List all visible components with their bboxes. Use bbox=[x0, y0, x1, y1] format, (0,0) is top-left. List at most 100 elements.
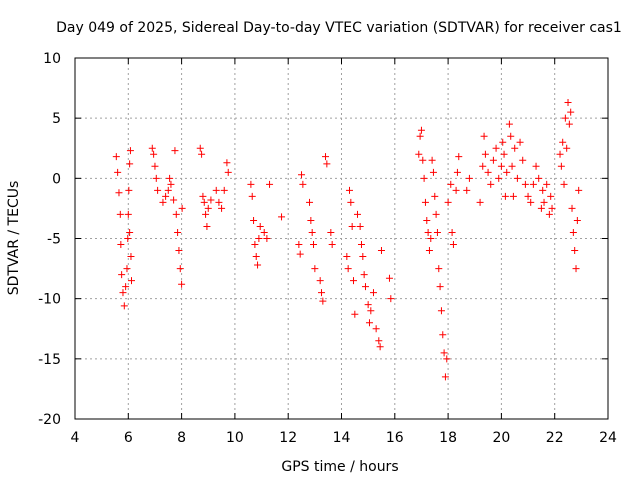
data-point bbox=[369, 289, 377, 297]
data-point bbox=[568, 204, 576, 212]
data-point bbox=[425, 247, 433, 255]
data-point bbox=[377, 247, 385, 255]
data-point bbox=[353, 210, 361, 218]
data-point bbox=[540, 198, 548, 206]
data-point bbox=[547, 192, 555, 200]
data-point bbox=[202, 210, 210, 218]
data-point bbox=[372, 325, 380, 333]
data-point bbox=[171, 147, 179, 155]
data-point bbox=[124, 210, 132, 218]
data-point bbox=[116, 210, 124, 218]
data-point bbox=[527, 198, 535, 206]
data-point bbox=[501, 192, 509, 200]
data-point bbox=[420, 174, 428, 182]
y-axis-title: SDTVAR / TECUs bbox=[6, 181, 22, 296]
data-point bbox=[561, 114, 569, 122]
x-tick-label: 4 bbox=[71, 430, 80, 446]
data-point bbox=[444, 198, 452, 206]
data-point bbox=[428, 156, 436, 164]
data-point bbox=[112, 153, 120, 161]
data-point bbox=[499, 138, 507, 146]
data-point bbox=[440, 349, 448, 357]
data-point bbox=[310, 241, 318, 249]
data-point bbox=[152, 174, 160, 182]
data-point bbox=[447, 180, 455, 188]
data-point bbox=[545, 210, 553, 218]
data-point bbox=[565, 120, 573, 128]
x-tick-label: 12 bbox=[279, 430, 297, 446]
data-point bbox=[248, 192, 256, 200]
data-point bbox=[497, 162, 505, 170]
data-point bbox=[575, 186, 583, 194]
data-point bbox=[349, 277, 357, 285]
data-point bbox=[122, 283, 130, 291]
y-tick-label: 5 bbox=[52, 111, 61, 127]
data-point bbox=[481, 150, 489, 158]
data-point bbox=[571, 247, 579, 255]
data-point bbox=[218, 204, 226, 212]
data-point bbox=[263, 235, 271, 242]
data-point bbox=[178, 280, 186, 288]
data-point bbox=[476, 198, 484, 206]
data-point bbox=[117, 241, 125, 249]
data-point bbox=[118, 271, 126, 279]
data-point bbox=[500, 150, 508, 158]
data-point bbox=[199, 192, 207, 200]
data-point bbox=[126, 147, 134, 155]
x-axis-title: GPS time / hours bbox=[281, 459, 398, 475]
data-point bbox=[306, 198, 314, 206]
data-point bbox=[266, 180, 274, 188]
data-point bbox=[318, 289, 326, 297]
data-point bbox=[348, 222, 356, 230]
data-point bbox=[435, 265, 443, 273]
data-point bbox=[453, 168, 461, 176]
data-point bbox=[387, 295, 395, 303]
data-point bbox=[367, 307, 375, 315]
data-point bbox=[295, 241, 303, 249]
y-tick-label: -20 bbox=[38, 412, 61, 428]
data-point bbox=[556, 150, 564, 158]
data-point bbox=[492, 144, 500, 152]
y-tick-label: 10 bbox=[43, 51, 61, 67]
data-point bbox=[452, 186, 460, 194]
data-point bbox=[480, 132, 488, 140]
data-point bbox=[148, 144, 156, 152]
data-point bbox=[247, 180, 255, 188]
data-point bbox=[351, 310, 359, 318]
data-point bbox=[296, 250, 304, 258]
x-tick-label: 22 bbox=[546, 430, 564, 446]
data-point bbox=[427, 235, 435, 242]
axis-ticks: 4 6 8 10 12 14 16 18 20 22 24 -20 -15 -10 -5 0 5 10 bbox=[38, 51, 617, 446]
data-point bbox=[441, 373, 449, 381]
data-point bbox=[567, 108, 575, 116]
data-point bbox=[319, 297, 327, 305]
data-point bbox=[439, 331, 447, 339]
data-point bbox=[198, 150, 206, 158]
x-tick-label: 20 bbox=[492, 430, 510, 446]
data-point bbox=[123, 265, 131, 273]
data-point bbox=[124, 235, 132, 242]
data-point bbox=[162, 192, 170, 200]
x-tick-label: 8 bbox=[177, 430, 186, 446]
x-tick-label: 18 bbox=[439, 430, 457, 446]
data-points bbox=[112, 99, 583, 381]
data-point bbox=[174, 228, 182, 236]
data-point bbox=[484, 168, 492, 176]
data-point bbox=[159, 198, 167, 206]
data-point bbox=[423, 216, 431, 224]
data-point bbox=[114, 168, 122, 176]
x-tick-label: 24 bbox=[599, 430, 617, 446]
data-point bbox=[535, 174, 543, 182]
data-point bbox=[487, 180, 495, 188]
data-point bbox=[356, 222, 364, 230]
data-point bbox=[415, 150, 423, 158]
data-point bbox=[557, 162, 565, 170]
data-point bbox=[207, 196, 215, 204]
data-point bbox=[429, 168, 437, 176]
data-point bbox=[345, 186, 353, 194]
y-tick-label: -15 bbox=[38, 352, 61, 368]
data-point bbox=[569, 228, 577, 236]
data-point bbox=[254, 261, 262, 269]
data-point bbox=[200, 198, 208, 206]
